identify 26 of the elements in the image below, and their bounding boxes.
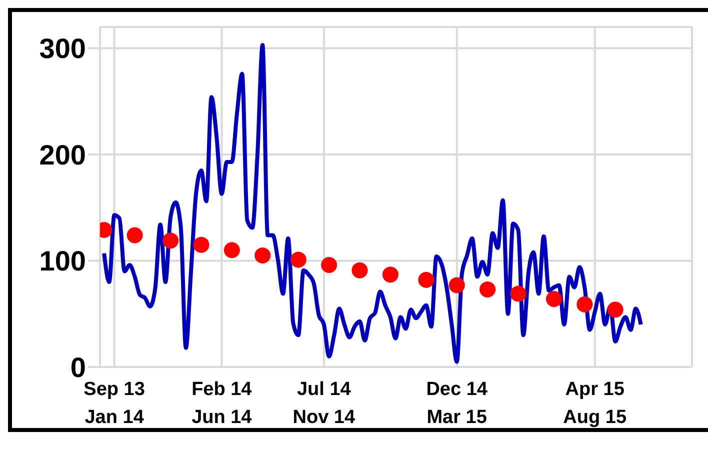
- point: [576, 296, 593, 312]
- point: [418, 272, 434, 288]
- point: [254, 247, 271, 264]
- point: [224, 242, 240, 258]
- x-tick-label: Apr 15 Aug 15: [563, 379, 627, 428]
- point: [352, 262, 368, 278]
- y-tick-label: 200: [39, 139, 86, 170]
- point: [193, 236, 210, 253]
- x-tick-label: Feb 14 Jun 14: [192, 379, 252, 428]
- point: [126, 227, 143, 244]
- x-tick-label: Sep 13 Jan 14: [84, 379, 145, 428]
- point: [290, 252, 306, 268]
- y-tick-label: 300: [39, 33, 86, 64]
- point: [321, 257, 338, 273]
- x-tick-label: Dec 14 Mar 15: [426, 379, 488, 428]
- y-tick-label: 100: [39, 246, 86, 277]
- point: [510, 286, 526, 302]
- point: [382, 266, 398, 283]
- point: [448, 277, 465, 294]
- point: [480, 281, 496, 298]
- x-tick-label: Jul 14 Nov 14: [292, 379, 356, 428]
- point: [162, 232, 179, 249]
- line-series: [102, 43, 643, 364]
- point: [546, 291, 562, 307]
- y-tick-label: 0: [70, 352, 86, 383]
- point: [607, 302, 624, 318]
